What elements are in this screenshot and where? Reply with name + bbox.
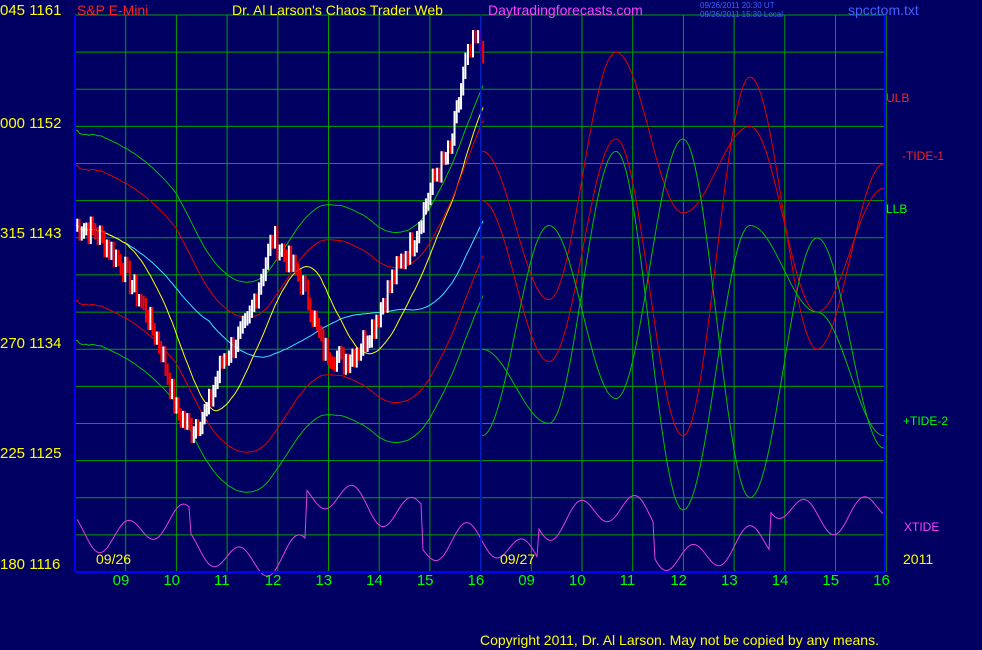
date-label-day1: 09/26 [96,551,132,567]
x-tick-label: 11 [619,572,636,589]
timestamp-ut: 09/26/2011 20:30 UT [700,1,775,10]
timestamp-local: 09/26/2011 15:30 Local [700,10,784,19]
x-tick-label: 11 [214,572,230,589]
y-label-1134: 270 1134 [0,335,62,352]
x-tick-label: 10 [568,572,586,589]
y-label-1143: 315 1143 [0,225,62,242]
copyright: Copyright 2011, Dr. Al Larson. May not b… [480,632,879,648]
upper-envelope-green [74,85,484,283]
tide1-line [481,76,885,437]
lower-envelope-green [74,295,484,493]
lower-envelope-red [74,255,484,453]
average-short-line [74,107,484,412]
symbol-title: S&P E-Mini [77,2,149,18]
page-title: Dr. Al Larson's Chaos Trader Web [232,2,443,18]
year-label: 2011 [903,551,934,567]
llb-line [481,150,885,511]
file-name: spcctom.txt [848,2,919,18]
average-long-line [74,220,484,358]
x-tick-label: 16 [467,572,485,589]
label-tide1: -TIDE-1 [902,149,944,163]
x-tick-label: 15 [416,572,434,589]
x-tick-label: 12 [264,572,282,589]
label-ulb: ULB [886,91,910,105]
x-tick-label: 14 [366,572,383,589]
x-tick-label: 09 [112,572,130,589]
x-tick-label: 12 [670,572,688,589]
site-name[interactable]: Daytradingforecasts.com [488,2,643,18]
y-label-1116: 180 1116 [0,556,61,573]
label-xtide: XTIDE [904,520,940,534]
x-tick-label: 09 [518,572,535,589]
y-label-1125: 225 1125 [0,445,62,462]
x-tick-label: 14 [771,572,789,589]
label-llb: LLB [886,202,908,216]
chart-series [74,51,885,577]
tide2-line [481,138,885,499]
date-label-day2: 09/27 [500,551,536,567]
x-tick-label: 16 [873,572,890,589]
xtide-line [76,484,884,577]
x-tick-label: 13 [721,572,738,589]
corner-label: 045 1161 [0,2,62,19]
upper-envelope-red [74,120,484,318]
label-tide2: +TIDE-2 [903,414,949,428]
y-label-1152: 000 1152 [0,115,62,132]
x-tick-label: 15 [822,572,840,589]
x-tick-label: 10 [163,572,181,589]
x-tick-label: 13 [315,572,333,589]
price-bars [74,30,485,444]
